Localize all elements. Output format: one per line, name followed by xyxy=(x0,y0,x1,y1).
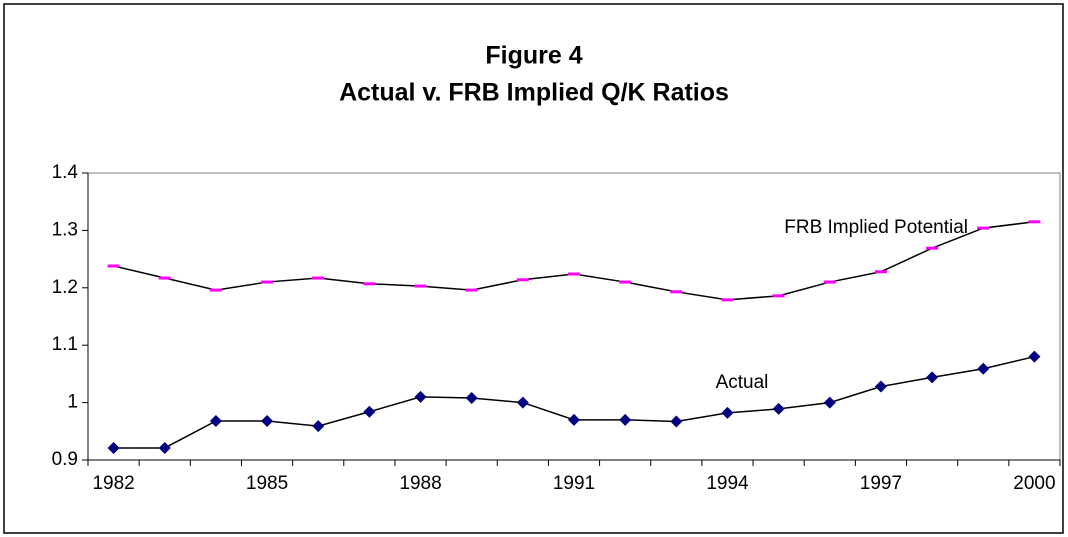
x-tick-label: 1991 xyxy=(553,473,595,494)
data-point xyxy=(977,226,990,230)
x-tick-label: 1988 xyxy=(399,473,441,494)
data-point xyxy=(619,280,632,284)
data-point xyxy=(670,415,683,428)
data-point xyxy=(568,272,580,276)
data-point xyxy=(874,270,887,274)
data-point xyxy=(772,294,785,298)
data-point xyxy=(158,276,171,280)
data-point xyxy=(721,406,734,419)
data-point xyxy=(363,282,376,286)
chart-title: Figure 4 xyxy=(485,42,582,70)
data-point xyxy=(107,264,120,268)
data-point xyxy=(414,284,427,288)
series-label: FRB Implied Potential xyxy=(784,217,968,238)
data-point xyxy=(1028,350,1041,363)
data-point xyxy=(414,390,427,403)
y-tick-label: 1 xyxy=(67,392,78,413)
data-point xyxy=(977,362,990,375)
chart-subtitle: Actual v. FRB Implied Q/K Ratios xyxy=(339,79,729,107)
x-tick-label: 1982 xyxy=(92,473,134,494)
data-point xyxy=(209,414,222,427)
series-label: Actual xyxy=(716,372,769,393)
data-point xyxy=(465,392,478,405)
data-point xyxy=(516,278,529,282)
x-tick-label: 2000 xyxy=(1013,473,1055,494)
data-point xyxy=(363,405,376,418)
data-point xyxy=(772,402,785,415)
x-tick-label: 1997 xyxy=(860,473,902,494)
y-tick-label: 1.1 xyxy=(52,334,78,355)
data-point xyxy=(670,290,683,294)
data-point xyxy=(1028,220,1041,224)
data-point xyxy=(721,298,734,302)
data-point xyxy=(926,246,939,250)
x-tick-label: 1994 xyxy=(706,473,749,494)
data-point xyxy=(874,380,887,393)
y-tick-label: 1.4 xyxy=(52,162,79,183)
data-point xyxy=(158,441,171,454)
data-point xyxy=(261,414,274,427)
data-point xyxy=(823,280,836,284)
data-point xyxy=(312,276,325,280)
data-point xyxy=(516,396,529,409)
y-tick-label: 1.3 xyxy=(52,219,78,240)
data-point xyxy=(107,441,120,454)
data-point xyxy=(261,280,274,284)
data-point xyxy=(568,413,580,426)
data-point xyxy=(823,396,836,409)
data-point xyxy=(465,288,478,292)
data-point xyxy=(926,371,939,384)
x-tick-label: 1985 xyxy=(246,473,288,494)
data-point xyxy=(209,288,222,292)
y-tick-label: 0.9 xyxy=(52,449,78,470)
y-tick-label: 1.2 xyxy=(52,277,78,298)
data-point xyxy=(619,413,632,426)
data-point xyxy=(312,420,325,433)
